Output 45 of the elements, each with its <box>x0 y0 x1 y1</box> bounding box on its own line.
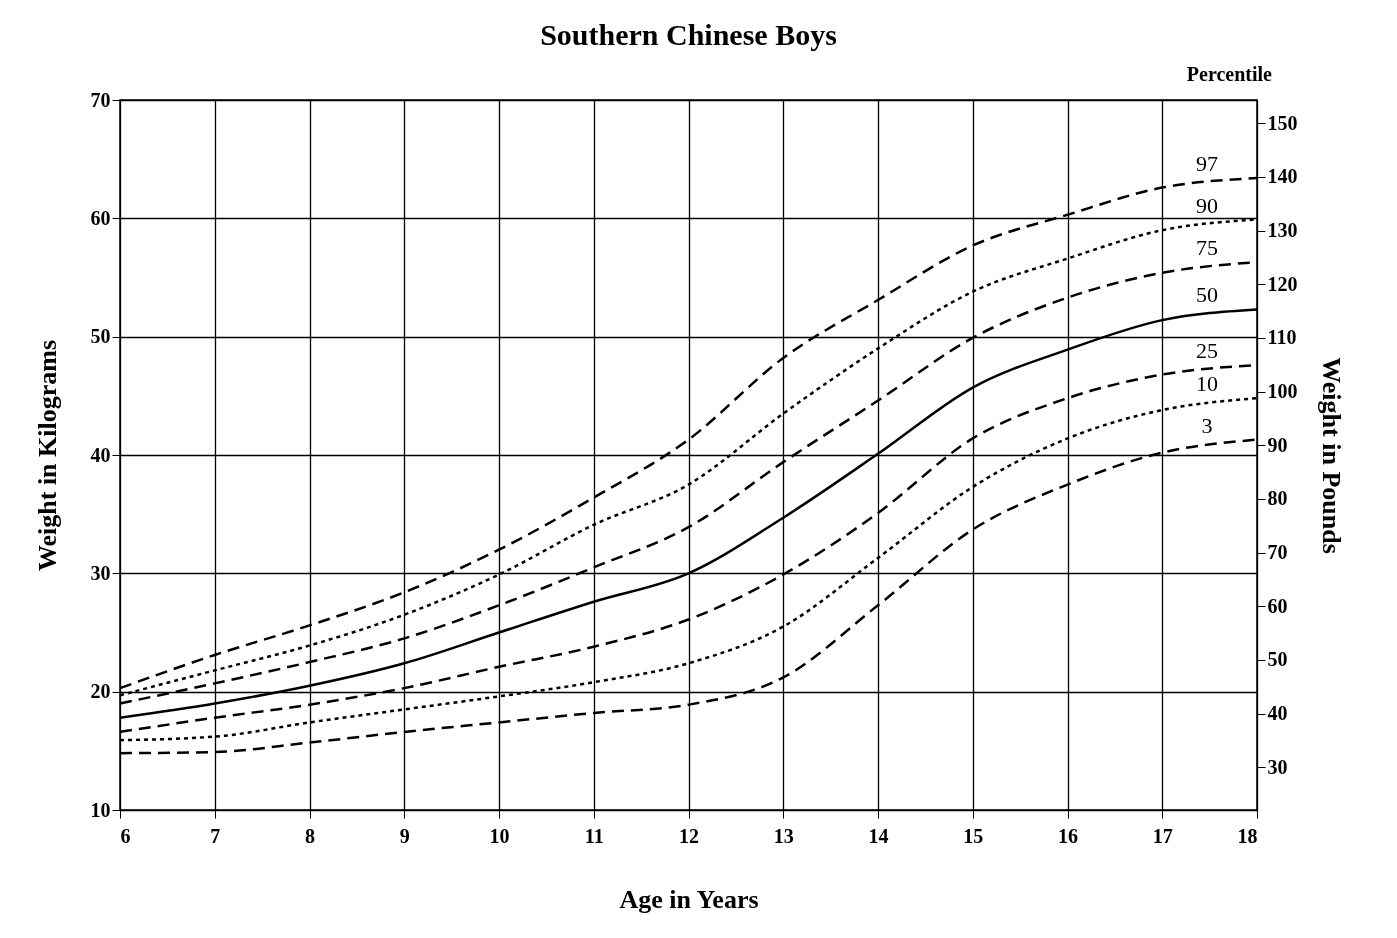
y2-tick-label: 70 <box>1267 541 1288 564</box>
x-tick-label: 9 <box>399 824 410 847</box>
y-tick-label: 50 <box>90 325 111 348</box>
y2-tick-label: 30 <box>1267 755 1288 778</box>
y2-tick-label: 130 <box>1267 219 1298 242</box>
series-label: 25 <box>1196 338 1218 364</box>
x-tick-label: 6 <box>120 824 131 847</box>
y2-tick-label: 90 <box>1267 433 1288 456</box>
y2-tick-label: 120 <box>1267 272 1298 295</box>
chart-title: Southern Chinese Boys <box>540 18 837 51</box>
x-axis-title: Age in Years <box>619 884 759 914</box>
y2-tick-label: 100 <box>1267 380 1298 403</box>
x-tick-label: 15 <box>963 824 984 847</box>
series-label: 90 <box>1196 192 1218 218</box>
x-tick-label: 12 <box>679 824 699 847</box>
y2-tick-label: 110 <box>1267 326 1297 349</box>
y2-tick-label: 150 <box>1267 111 1298 134</box>
x-tick-label: 16 <box>1058 824 1078 847</box>
x-tick-label: 17 <box>1152 824 1173 847</box>
x-tick-label: 13 <box>773 824 794 847</box>
text: Percentile <box>1186 63 1273 85</box>
series-label: 97 <box>1196 151 1218 177</box>
x-tick-label: 10 <box>489 824 510 847</box>
x-tick-label: 14 <box>868 824 889 847</box>
y2-tick-label: 140 <box>1267 165 1298 188</box>
y-tick-label: 20 <box>90 680 111 703</box>
y-tick-label: 10 <box>90 798 111 821</box>
y-tick-label: 70 <box>90 88 111 111</box>
y2-tick-label: 60 <box>1267 594 1288 617</box>
y-tick-label: 30 <box>90 561 111 584</box>
y-tick-label: 60 <box>90 206 111 229</box>
series-label: 3 <box>1201 412 1213 438</box>
y2-tick-label: 50 <box>1267 648 1288 671</box>
y2-tick-label: 80 <box>1267 487 1288 510</box>
y-tick-label: 40 <box>90 443 111 466</box>
x-tick-label: 7 <box>210 824 221 847</box>
series-label: 50 <box>1196 282 1218 308</box>
x-tick-label: 11 <box>584 824 604 847</box>
series-label: 10 <box>1196 371 1218 397</box>
y2-tick-label: 40 <box>1267 702 1288 725</box>
y2-axis-title: Weight in Pounds <box>1316 357 1346 554</box>
x-tick-label: 18 <box>1237 824 1258 847</box>
y-axis-title: Weight in Kilograms <box>32 339 62 572</box>
series-label: 75 <box>1196 235 1218 261</box>
x-tick-label: 8 <box>305 824 315 847</box>
